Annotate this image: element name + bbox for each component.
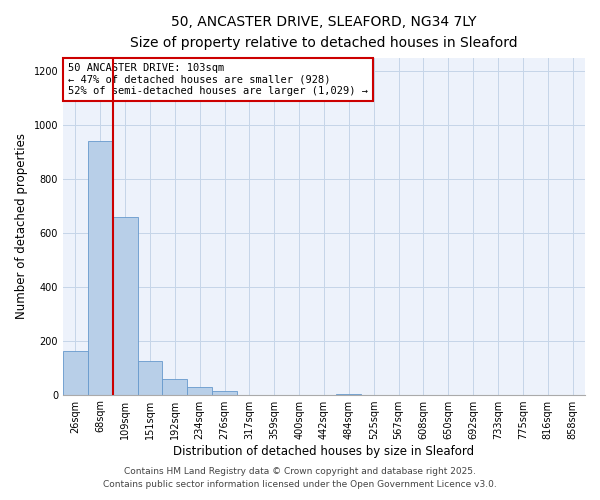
Title: 50, ANCASTER DRIVE, SLEAFORD, NG34 7LY
Size of property relative to detached hou: 50, ANCASTER DRIVE, SLEAFORD, NG34 7LY S… xyxy=(130,15,518,50)
Bar xyxy=(63,352,88,395)
Bar xyxy=(212,391,237,394)
X-axis label: Distribution of detached houses by size in Sleaford: Distribution of detached houses by size … xyxy=(173,444,475,458)
Bar xyxy=(88,142,113,394)
Bar xyxy=(163,379,187,394)
Text: Contains HM Land Registry data © Crown copyright and database right 2025.
Contai: Contains HM Land Registry data © Crown c… xyxy=(103,468,497,489)
Bar xyxy=(113,216,137,394)
Text: 50 ANCASTER DRIVE: 103sqm
← 47% of detached houses are smaller (928)
52% of semi: 50 ANCASTER DRIVE: 103sqm ← 47% of detac… xyxy=(68,63,368,96)
Bar xyxy=(187,388,212,394)
Bar xyxy=(137,361,163,394)
Y-axis label: Number of detached properties: Number of detached properties xyxy=(15,133,28,319)
